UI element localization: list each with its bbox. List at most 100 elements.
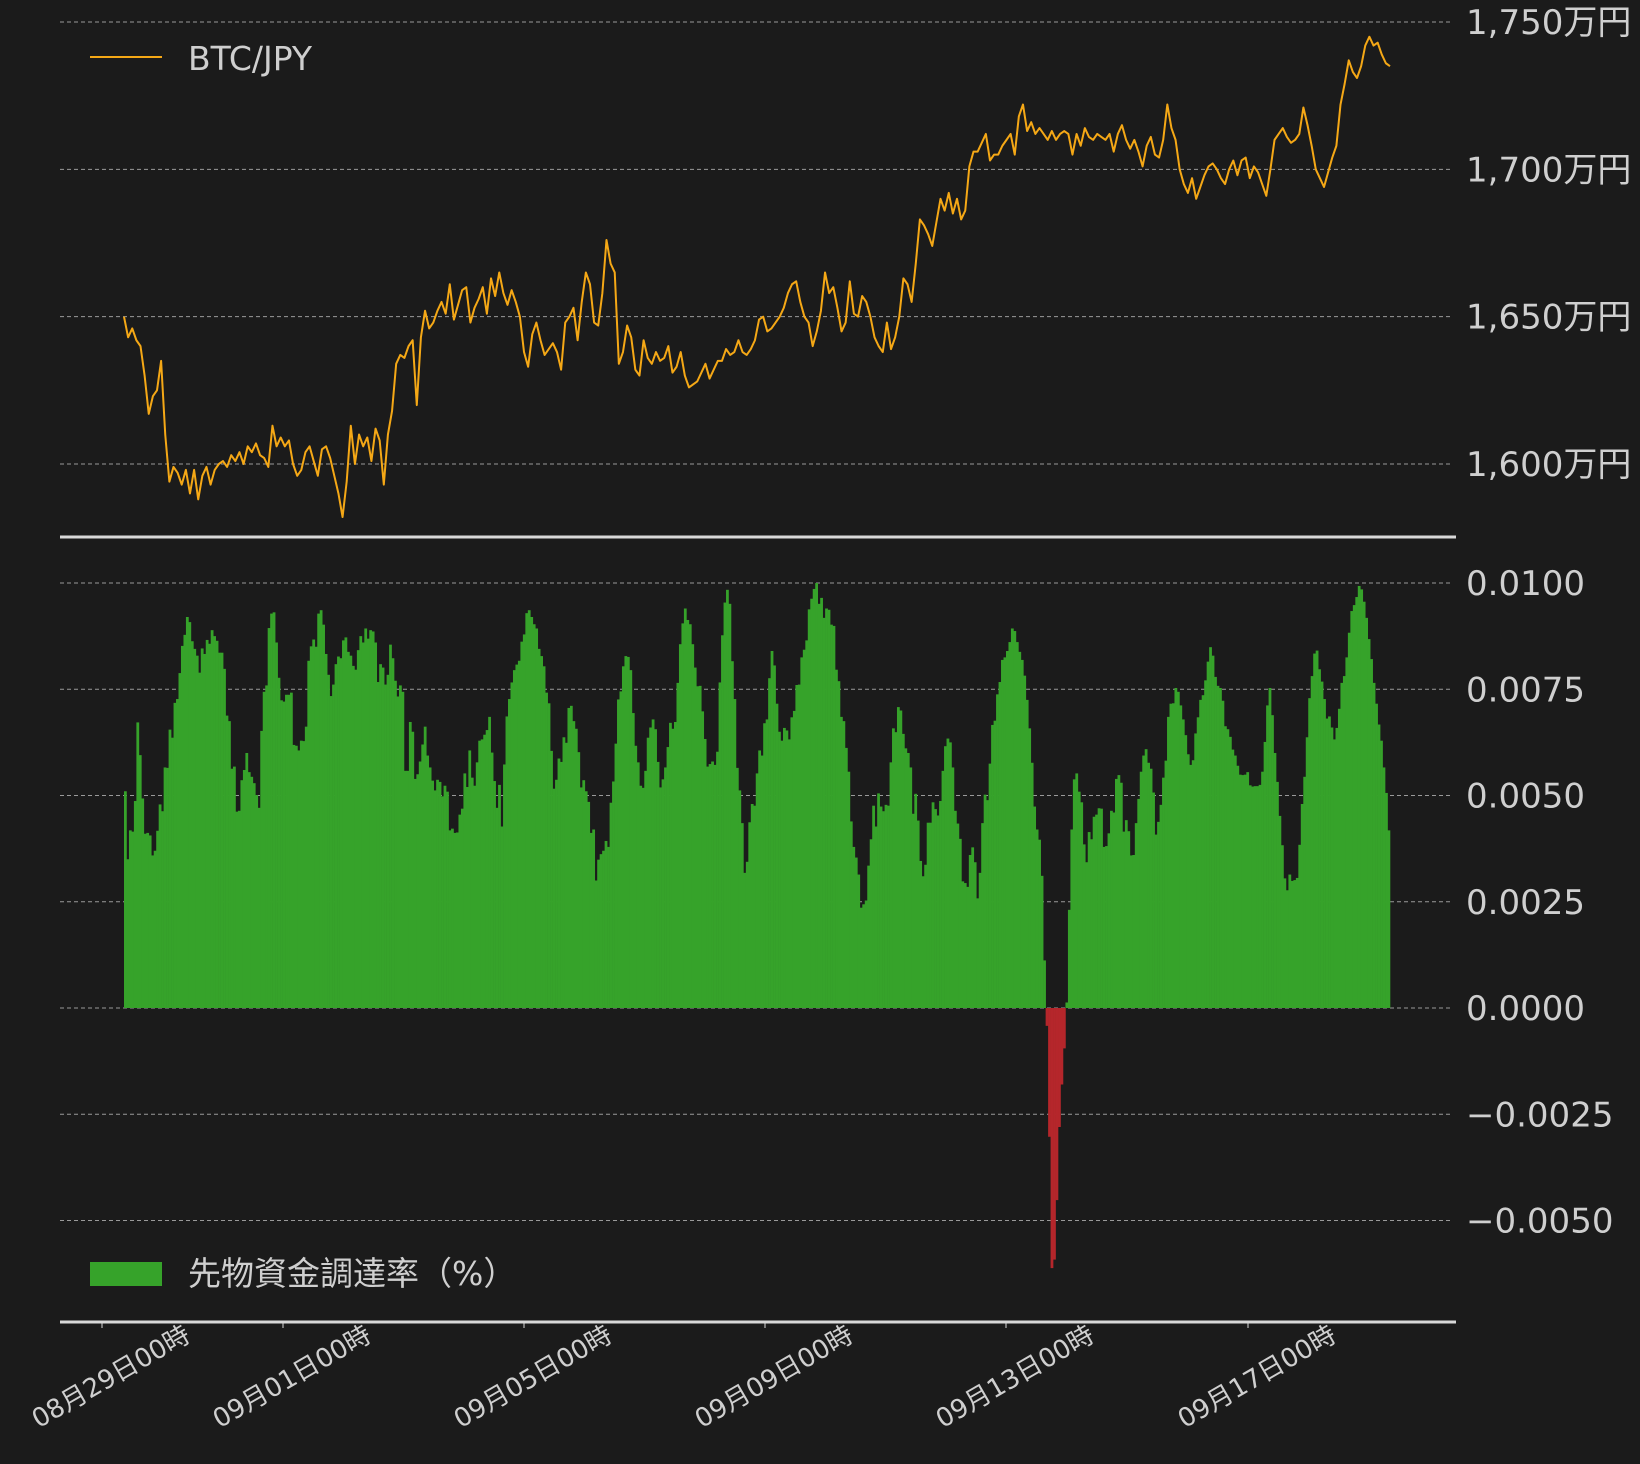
funding-bar xyxy=(721,635,724,1008)
funding-bar xyxy=(1335,727,1339,1008)
funding-bar xyxy=(639,785,643,1008)
funding-bar xyxy=(413,778,417,1008)
funding-bar xyxy=(956,823,960,1008)
funding-bar xyxy=(188,622,192,1008)
funding-bar xyxy=(755,773,759,1008)
funding-bar xyxy=(493,781,496,1008)
funding-bar xyxy=(983,794,987,1008)
funding-bar xyxy=(205,639,209,1008)
funding-bar xyxy=(148,835,152,1008)
funding-bar xyxy=(750,804,754,1008)
funding-bar xyxy=(337,656,340,1008)
funding-bar xyxy=(327,674,330,1008)
funding-bar xyxy=(260,730,264,1008)
funding-bar xyxy=(1300,804,1304,1008)
funding-bar xyxy=(240,780,244,1008)
funding-bar xyxy=(128,830,132,1008)
funding-bar xyxy=(131,831,135,1009)
funding-bar xyxy=(1147,762,1150,1008)
funding-bar xyxy=(795,685,799,1008)
funding-bar xyxy=(560,761,563,1008)
funding-bar xyxy=(857,874,861,1008)
funding-bar xyxy=(617,699,620,1008)
funding-bar xyxy=(163,767,167,1008)
funding-bar xyxy=(394,680,397,1008)
funding-bar xyxy=(753,805,757,1008)
funding-bar xyxy=(555,779,558,1008)
funding-bar xyxy=(557,758,561,1008)
funding-bar xyxy=(1117,775,1121,1008)
funding-bar xyxy=(1308,698,1312,1008)
funding-bars xyxy=(124,583,1391,1269)
funding-bar xyxy=(835,669,838,1008)
funding-bar xyxy=(448,830,452,1008)
funding-bar xyxy=(200,648,204,1008)
funding-bar xyxy=(215,640,219,1008)
funding-bar xyxy=(830,624,833,1008)
funding-bar xyxy=(1298,844,1302,1008)
funding-bar xyxy=(143,833,147,1008)
funding-bar xyxy=(391,658,395,1008)
funding-bar xyxy=(1067,909,1071,1008)
funding-bar xyxy=(505,716,509,1008)
funding-bar xyxy=(1112,812,1116,1008)
funding-bar xyxy=(530,617,534,1008)
funding-bar xyxy=(540,656,543,1008)
funding-bar xyxy=(1162,777,1165,1008)
funding-bar xyxy=(914,793,918,1008)
funding-bar xyxy=(307,660,311,1008)
funding-bar xyxy=(545,692,548,1008)
funding-bar xyxy=(342,640,345,1009)
funding-bar xyxy=(255,795,259,1008)
funding-y-tick-label: 0.0025 xyxy=(1466,883,1585,923)
funding-bar xyxy=(1236,765,1240,1008)
funding-bar xyxy=(1040,875,1044,1008)
funding-bar xyxy=(968,855,972,1008)
funding-bar xyxy=(515,664,519,1008)
funding-bar xyxy=(775,703,779,1008)
funding-bar xyxy=(1372,682,1376,1009)
funding-bar xyxy=(1273,753,1277,1008)
funding-bar xyxy=(636,762,640,1008)
funding-bar xyxy=(862,904,866,1008)
funding-bar xyxy=(1360,589,1364,1009)
funding-bar xyxy=(304,726,308,1008)
funding-bar xyxy=(1199,699,1203,1009)
funding-bar xyxy=(1320,681,1324,1008)
funding-bar xyxy=(1340,682,1344,1009)
funding-bar xyxy=(1238,774,1242,1008)
funding-bar xyxy=(552,788,556,1008)
funding-bar xyxy=(924,864,928,1008)
funding-bar xyxy=(1129,855,1133,1008)
funding-bar xyxy=(1233,755,1237,1008)
funding-bar xyxy=(386,674,390,1008)
funding-bar xyxy=(195,655,199,1008)
funding-bar xyxy=(708,764,712,1008)
funding-bar xyxy=(1313,653,1316,1008)
funding-bar xyxy=(852,846,856,1008)
funding-bar xyxy=(1357,585,1361,1008)
funding-bar xyxy=(1105,846,1108,1008)
funding-bar xyxy=(441,796,444,1008)
funding-bar xyxy=(223,668,226,1008)
funding-bar xyxy=(1323,699,1326,1008)
funding-bar xyxy=(641,787,645,1008)
funding-bar xyxy=(1219,687,1222,1008)
funding-bar xyxy=(1228,736,1232,1008)
funding-bar xyxy=(158,804,162,1008)
funding-bar xyxy=(242,770,246,1008)
funding-bar xyxy=(884,804,888,1008)
funding-bar xyxy=(371,631,375,1008)
funding-bar xyxy=(272,612,276,1008)
funding-bar xyxy=(250,776,254,1008)
funding-bar xyxy=(1280,845,1284,1008)
funding-bar xyxy=(1216,685,1220,1008)
funding-y-tick-label: 0.0100 xyxy=(1466,564,1585,604)
funding-bar xyxy=(1008,642,1012,1008)
funding-bar xyxy=(428,767,432,1008)
funding-bar xyxy=(1080,802,1084,1008)
funding-bar xyxy=(245,753,249,1008)
funding-bar xyxy=(366,638,370,1008)
funding-bar xyxy=(446,791,449,1008)
funding-bar xyxy=(512,670,516,1009)
